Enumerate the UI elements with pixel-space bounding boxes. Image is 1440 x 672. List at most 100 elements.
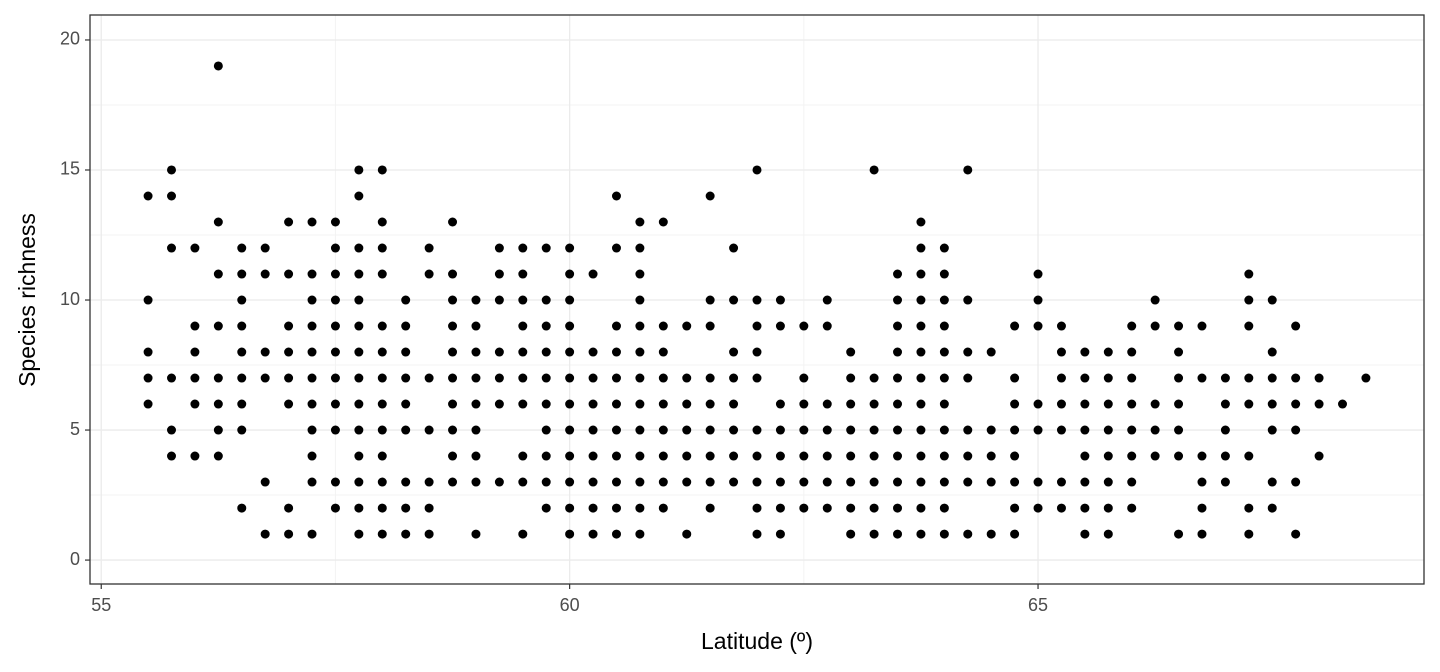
point: [1291, 373, 1301, 383]
point: [611, 321, 621, 331]
point: [541, 295, 551, 305]
points: [143, 61, 1371, 539]
point: [635, 269, 645, 279]
point: [963, 295, 973, 305]
point: [330, 373, 340, 383]
point: [752, 165, 762, 175]
point: [307, 529, 317, 539]
point: [588, 477, 598, 487]
point: [307, 399, 317, 409]
point: [354, 269, 364, 279]
point: [541, 243, 551, 253]
point: [377, 451, 387, 461]
point: [799, 503, 809, 513]
point: [377, 477, 387, 487]
point: [846, 477, 856, 487]
point: [893, 451, 903, 461]
point: [1010, 477, 1020, 487]
point: [682, 373, 692, 383]
point: [799, 373, 809, 383]
point: [775, 425, 785, 435]
point: [986, 477, 996, 487]
point: [635, 347, 645, 357]
point: [260, 243, 270, 253]
point: [846, 451, 856, 461]
point: [307, 451, 317, 461]
point: [354, 477, 364, 487]
point: [1080, 373, 1090, 383]
point: [377, 425, 387, 435]
point: [822, 503, 832, 513]
point: [1080, 399, 1090, 409]
point: [1033, 477, 1043, 487]
point: [424, 529, 434, 539]
point: [377, 269, 387, 279]
point: [1056, 477, 1066, 487]
point: [448, 321, 458, 331]
point: [284, 529, 294, 539]
point: [167, 425, 177, 435]
point: [1361, 373, 1371, 383]
point: [190, 321, 200, 331]
point: [284, 269, 294, 279]
point: [190, 347, 200, 357]
point: [1103, 347, 1113, 357]
point: [518, 451, 528, 461]
point: [635, 425, 645, 435]
point: [1291, 321, 1301, 331]
point: [846, 347, 856, 357]
point: [1314, 373, 1324, 383]
point: [916, 425, 926, 435]
point: [354, 373, 364, 383]
x-tick-label: 65: [1028, 595, 1048, 615]
point: [1267, 373, 1277, 383]
point: [986, 425, 996, 435]
point: [869, 477, 879, 487]
point: [1267, 347, 1277, 357]
point: [424, 503, 434, 513]
point: [1080, 425, 1090, 435]
point: [518, 269, 528, 279]
point: [1337, 399, 1347, 409]
point: [213, 451, 223, 461]
point: [916, 451, 926, 461]
point: [775, 399, 785, 409]
point: [1150, 295, 1160, 305]
point: [1080, 451, 1090, 461]
point: [588, 503, 598, 513]
point: [284, 217, 294, 227]
point: [401, 347, 411, 357]
point: [658, 477, 668, 487]
point: [705, 399, 715, 409]
point: [1174, 347, 1184, 357]
point: [1267, 399, 1277, 409]
point: [518, 243, 528, 253]
point: [588, 425, 598, 435]
point: [682, 451, 692, 461]
point: [1056, 373, 1066, 383]
point: [541, 347, 551, 357]
point: [354, 399, 364, 409]
point: [635, 503, 645, 513]
point: [822, 477, 832, 487]
point: [260, 477, 270, 487]
point: [307, 477, 317, 487]
point: [635, 399, 645, 409]
point: [799, 451, 809, 461]
point: [213, 269, 223, 279]
point: [729, 477, 739, 487]
point: [635, 217, 645, 227]
point: [1103, 451, 1113, 461]
point: [1033, 321, 1043, 331]
point: [143, 373, 153, 383]
point: [330, 295, 340, 305]
point: [752, 425, 762, 435]
point: [354, 191, 364, 201]
point: [705, 191, 715, 201]
point: [541, 503, 551, 513]
point: [752, 529, 762, 539]
point: [377, 373, 387, 383]
point: [1267, 425, 1277, 435]
point: [213, 321, 223, 331]
point: [729, 451, 739, 461]
